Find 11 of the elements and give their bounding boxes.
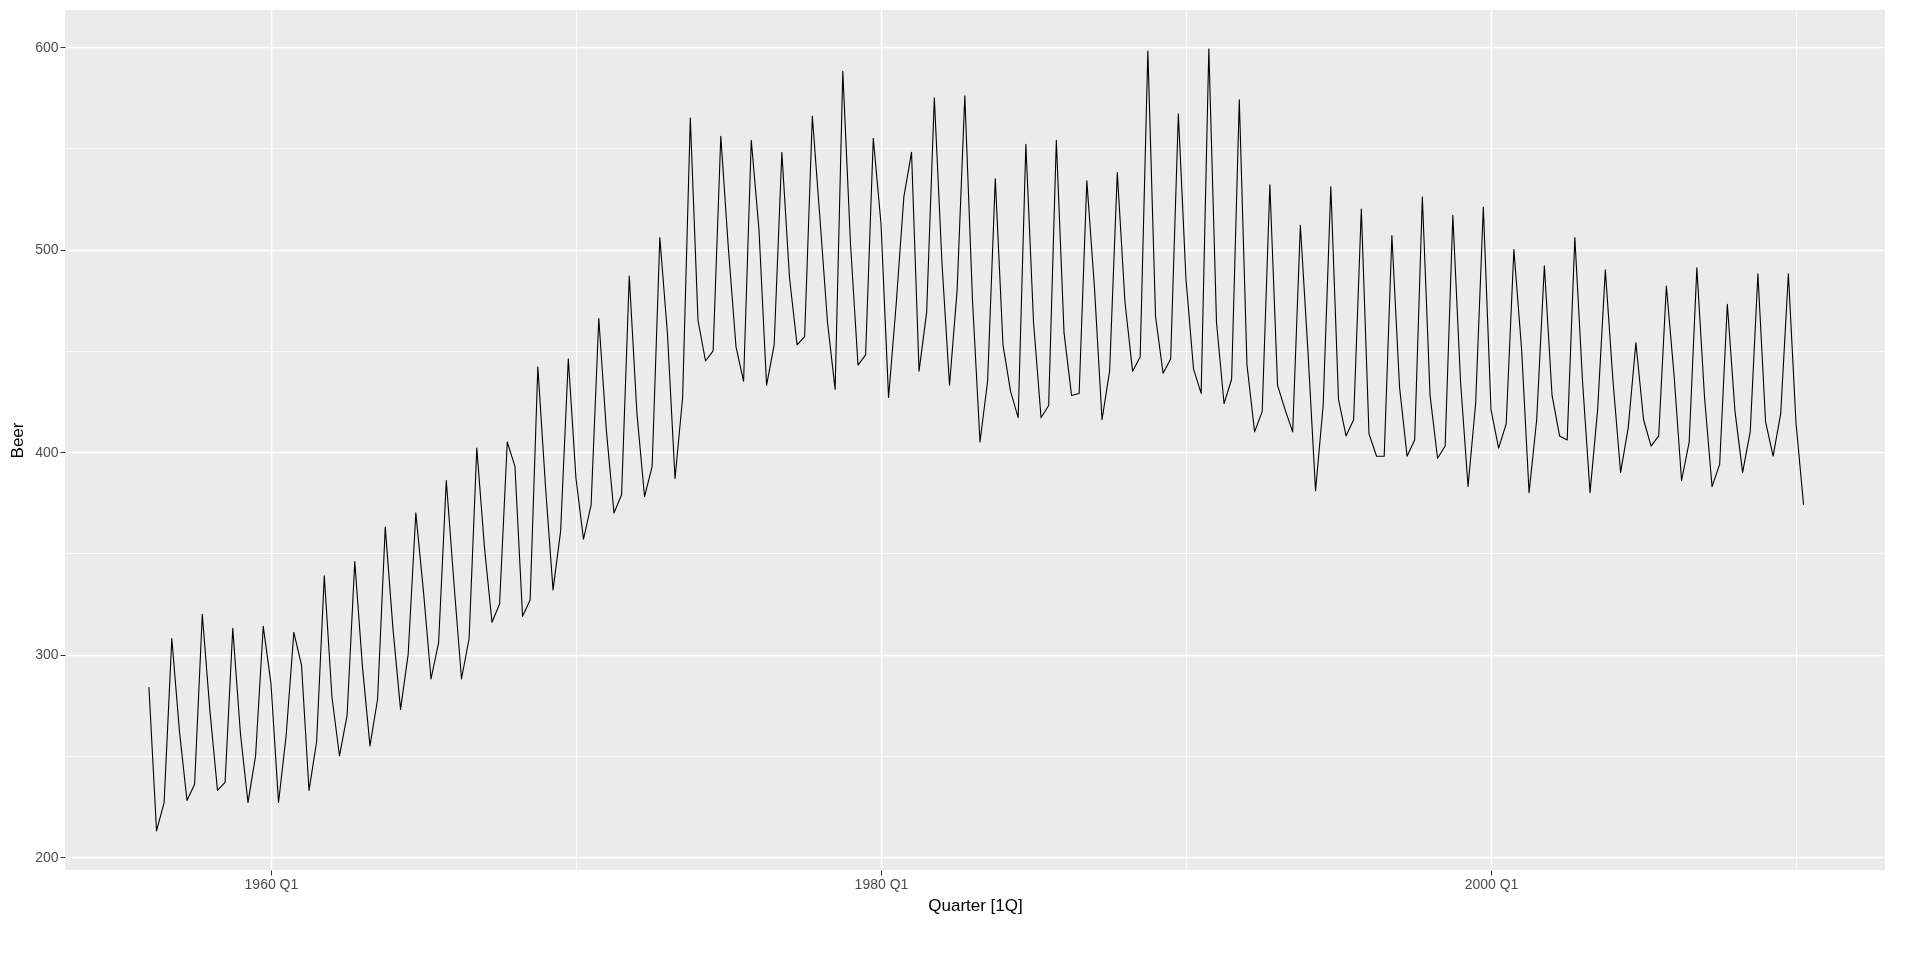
y-tick-label: 300 [35, 646, 59, 663]
y-tick-label: 500 [35, 241, 59, 258]
x-tick-label: 1980 Q1 [854, 875, 909, 892]
y-tick-label: 600 [35, 38, 59, 55]
y-tick-label: 200 [35, 848, 59, 865]
y-axis-title: Beer [8, 422, 28, 459]
x-axis-title: Quarter [1Q] [928, 895, 1023, 915]
x-tick-label: 2000 Q1 [1464, 875, 1519, 892]
x-tick-label: 1960 Q1 [244, 875, 299, 892]
y-tick-label: 400 [35, 443, 59, 460]
line-series [148, 48, 1805, 832]
